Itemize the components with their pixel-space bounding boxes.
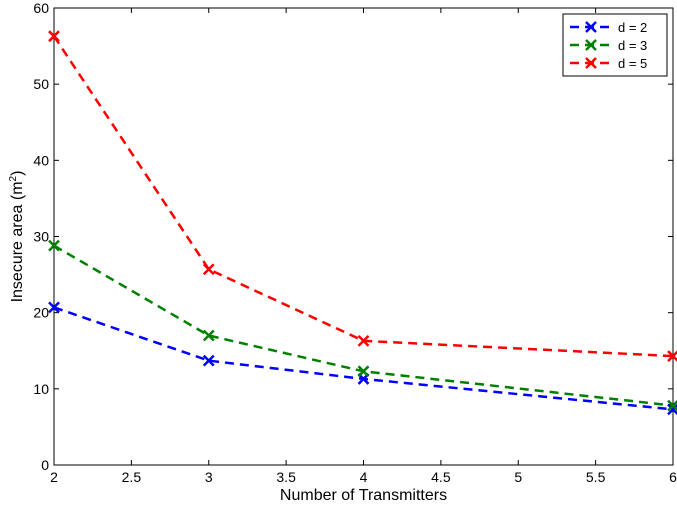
x-tick-label: 2 <box>50 469 58 485</box>
y-axis: 0 10 20 30 40 50 60 <box>33 0 673 473</box>
data-point-marker <box>202 263 215 276</box>
x-tick-label: 4 <box>360 469 368 485</box>
y-tick-label: 60 <box>33 0 49 16</box>
marker-stroke <box>48 30 60 43</box>
y-axis-label-close: ) <box>9 171 26 176</box>
series-lines <box>52 35 674 411</box>
plot-area <box>53 7 674 466</box>
x-tick-label: 5 <box>514 469 522 485</box>
series-line-3 <box>52 35 674 358</box>
marker-stroke <box>667 403 677 416</box>
x-axis: 2 2.5 3 3.5 4 4.5 5 5.5 6 <box>50 8 677 485</box>
y-tick-label: 50 <box>33 76 49 92</box>
x-tick-label: 2.5 <box>122 469 142 485</box>
data-point-marker <box>357 365 370 378</box>
x-tick-label: 4.5 <box>431 469 451 485</box>
legend-label: d = 3 <box>618 38 647 53</box>
y-tick-label: 40 <box>33 152 49 168</box>
legend-item: d = 3 <box>570 38 647 53</box>
data-point-marker <box>667 350 677 362</box>
y-axis-label-superscript: 2 <box>8 175 19 181</box>
y-axis-label-main: Insecure area (m <box>9 181 26 302</box>
data-point-marker <box>667 399 677 412</box>
legend-box <box>562 13 668 77</box>
marker-stroke <box>667 399 677 412</box>
series-markers <box>48 30 677 416</box>
data-point-marker <box>202 354 215 367</box>
legend-label: d = 5 <box>618 56 647 71</box>
y-tick-label: 10 <box>33 381 49 397</box>
legend-marker <box>585 57 597 69</box>
series-line-2 <box>53 244 674 407</box>
legend-marker <box>585 21 597 33</box>
marker-stroke <box>202 263 215 276</box>
x-tick-label: 5.5 <box>586 469 606 485</box>
marker-stroke <box>357 365 370 378</box>
marker-stroke <box>48 301 60 314</box>
legend-item: d = 5 <box>570 56 647 71</box>
legend-label: d = 2 <box>618 20 647 35</box>
data-point-marker <box>48 30 60 43</box>
y-tick-label: 30 <box>33 229 49 245</box>
legend-item: d = 2 <box>570 20 647 35</box>
data-point-marker <box>667 403 677 416</box>
legend-marker <box>585 39 597 51</box>
x-tick-label: 3.5 <box>276 469 296 485</box>
marker-stroke <box>48 239 60 252</box>
data-point-marker <box>48 239 60 252</box>
data-point-marker <box>48 301 60 314</box>
marker-stroke <box>667 350 677 362</box>
legend: d = 2 d = 3 d = 5 <box>562 13 668 77</box>
y-tick-label: 0 <box>41 457 49 473</box>
data-point-marker <box>202 329 215 342</box>
marker-stroke <box>357 334 370 347</box>
y-axis-label: Insecure area (m2) <box>8 171 26 303</box>
marker-stroke <box>202 329 215 342</box>
data-point-marker <box>357 334 370 347</box>
series-line-1 <box>53 306 674 411</box>
y-tick-label: 20 <box>33 305 49 321</box>
x-tick-label: 6 <box>669 469 677 485</box>
marker-stroke <box>202 354 215 367</box>
x-tick-label: 3 <box>205 469 213 485</box>
x-axis-label: Number of Transmitters <box>280 487 447 504</box>
